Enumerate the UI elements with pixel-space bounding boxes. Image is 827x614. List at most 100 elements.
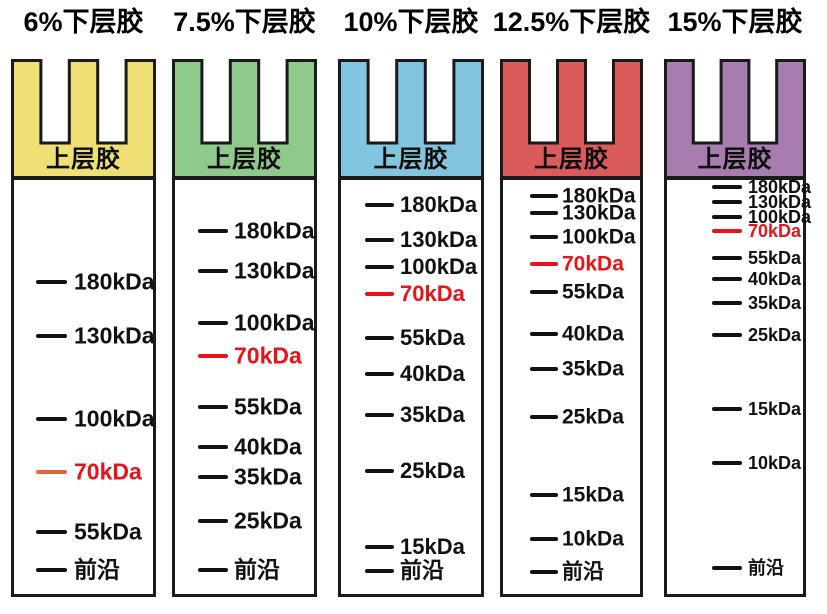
stacking-gel-label: 上层胶 bbox=[534, 146, 609, 173]
marker-band-label-130kda: 130kDa bbox=[562, 201, 636, 225]
marker-band-180kda bbox=[36, 280, 67, 284]
marker-band-label-100kda: 100kDa bbox=[234, 309, 315, 336]
marker-band-70kda bbox=[530, 262, 558, 266]
marker-band-label-25kda: 25kDa bbox=[562, 405, 624, 429]
marker-band-180kda bbox=[198, 229, 228, 233]
marker-band-label-55kda: 55kDa bbox=[748, 248, 802, 268]
gel-panel-15pct: 15%下层胶 上层胶 180kDa 130kDa 100kDa 70kDa 55kDa 40k… bbox=[664, 0, 811, 614]
marker-band-70kda bbox=[365, 292, 394, 296]
marker-band-label-40kda: 40kDa bbox=[562, 322, 624, 346]
marker-band-180kda bbox=[365, 203, 394, 207]
marker-band-label-70kda: 70kDa bbox=[234, 342, 302, 369]
marker-band-label-100kda: 100kDa bbox=[748, 207, 812, 227]
marker-band-25kda bbox=[712, 333, 742, 337]
marker-band-130kda bbox=[198, 269, 228, 273]
marker-band-label-25kda: 25kDa bbox=[234, 507, 302, 534]
marker-band-70kda bbox=[712, 229, 742, 233]
marker-band-70kda bbox=[36, 470, 67, 474]
marker-band-55kda bbox=[365, 336, 394, 340]
marker-band-55kda bbox=[712, 256, 742, 260]
gel-panel-6pct: 6%下层胶 上层胶 180kDa 130kDa 100kDa 70kDa 55kDa 前沿 bbox=[11, 0, 156, 614]
marker-band-label-180kda: 180kDa bbox=[748, 177, 812, 197]
marker-band-label-70kda: 70kDa bbox=[74, 458, 142, 485]
marker-band-label-55kda: 55kDa bbox=[562, 280, 624, 304]
marker-band-label-35kda: 35kDa bbox=[400, 402, 465, 427]
stacking-gel-label: 上层胶 bbox=[697, 146, 773, 173]
separating-gel-box bbox=[664, 177, 806, 597]
marker-band-label-130kda: 130kDa bbox=[400, 227, 478, 252]
marker-band-40kda bbox=[198, 445, 228, 449]
marker-band-25kda bbox=[530, 415, 558, 419]
marker-band-130kda bbox=[365, 238, 394, 242]
marker-band-label-100kda: 100kDa bbox=[400, 254, 478, 279]
marker-band-label-70kda: 70kDa bbox=[562, 252, 624, 276]
marker-band-label-180kda: 180kDa bbox=[234, 217, 315, 244]
marker-band-35kda bbox=[198, 475, 228, 479]
marker-band-15kda bbox=[530, 493, 558, 497]
marker-band-15kda bbox=[712, 407, 742, 411]
panel-title: 7.5%下层胶 bbox=[173, 7, 316, 37]
panel-title: 12.5%下层胶 bbox=[492, 7, 651, 37]
marker-band-130kda bbox=[712, 200, 742, 204]
marker-band-label-front: 前沿 bbox=[562, 560, 604, 584]
marker-band-10kda bbox=[712, 461, 742, 465]
marker-band-100kda bbox=[36, 417, 67, 421]
marker-band-label-25kda: 25kDa bbox=[748, 325, 802, 345]
gel-panel-10pct: 10%下层胶 上层胶 180kDa 130kDa 100kDa 70kDa 55kDa 40k… bbox=[338, 0, 484, 614]
separating-gel-box bbox=[172, 177, 317, 597]
marker-band-40kda bbox=[530, 332, 558, 336]
marker-band-label-100kda: 100kDa bbox=[74, 405, 155, 432]
stacking-gel-label: 上层胶 bbox=[207, 146, 282, 173]
marker-band-70kda bbox=[198, 354, 228, 358]
marker-band-label-front: 前沿 bbox=[74, 556, 120, 583]
marker-band-label-55kda: 55kDa bbox=[234, 393, 302, 420]
marker-band-front bbox=[36, 568, 67, 572]
marker-band-label-40kda: 40kDa bbox=[234, 433, 302, 460]
panel-title: 15%下层胶 bbox=[667, 7, 803, 37]
panel-title: 10%下层胶 bbox=[343, 7, 479, 37]
marker-band-15kda bbox=[365, 545, 394, 549]
marker-band-55kda bbox=[530, 290, 558, 294]
marker-band-35kda bbox=[530, 367, 558, 371]
marker-band-label-35kda: 35kDa bbox=[562, 357, 624, 381]
separating-gel-box bbox=[338, 177, 484, 597]
separating-gel-box bbox=[500, 177, 643, 597]
marker-band-label-180kda: 180kDa bbox=[562, 184, 636, 208]
marker-band-front bbox=[712, 566, 742, 570]
marker-band-label-10kda: 10kDa bbox=[748, 453, 802, 473]
marker-band-label-70kda: 70kDa bbox=[400, 281, 465, 306]
marker-band-100kda bbox=[530, 235, 558, 239]
marker-band-front bbox=[530, 570, 558, 574]
panel-title: 6%下层胶 bbox=[23, 7, 144, 37]
marker-band-front bbox=[365, 569, 394, 573]
marker-band-label-130kda: 130kDa bbox=[748, 192, 812, 212]
marker-band-label-15kda: 15kDa bbox=[400, 534, 465, 559]
marker-band-label-130kda: 130kDa bbox=[234, 257, 315, 284]
marker-band-label-180kda: 180kDa bbox=[74, 268, 155, 295]
separating-gel-box bbox=[11, 177, 156, 597]
marker-band-180kda bbox=[530, 194, 558, 198]
marker-band-180kda bbox=[712, 185, 742, 189]
marker-band-label-70kda: 70kDa bbox=[748, 221, 802, 241]
marker-band-label-15kda: 15kDa bbox=[562, 483, 624, 507]
marker-band-label-front: 前沿 bbox=[748, 558, 784, 578]
marker-band-100kda bbox=[365, 265, 394, 269]
marker-band-label-35kda: 35kDa bbox=[748, 293, 802, 313]
marker-band-label-35kda: 35kDa bbox=[234, 463, 302, 490]
marker-band-25kda bbox=[198, 519, 228, 523]
marker-band-label-100kda: 100kDa bbox=[562, 225, 636, 249]
gel-panel-12.5pct: 12.5%下层胶 上层胶 180kDa 130kDa 100kDa 70kDa 55kDa 4… bbox=[493, 0, 650, 614]
marker-band-label-180kda: 180kDa bbox=[400, 192, 478, 217]
marker-band-10kda bbox=[530, 537, 558, 541]
gel-panel-7.5pct: 7.5%下层胶 上层胶 180kDa 130kDa 100kDa 70kDa 55kDa 40… bbox=[172, 0, 317, 614]
stacking-gel-label: 上层胶 bbox=[46, 146, 121, 173]
marker-band-label-40kda: 40kDa bbox=[748, 269, 802, 289]
marker-band-55kda bbox=[198, 405, 228, 409]
marker-band-label-10kda: 10kDa bbox=[562, 527, 624, 551]
marker-band-label-25kda: 25kDa bbox=[400, 458, 465, 483]
marker-band-label-55kda: 55kDa bbox=[74, 518, 142, 545]
stacking-gel-label: 上层胶 bbox=[373, 146, 449, 173]
marker-band-55kda bbox=[36, 530, 67, 534]
marker-band-25kda bbox=[365, 469, 394, 473]
